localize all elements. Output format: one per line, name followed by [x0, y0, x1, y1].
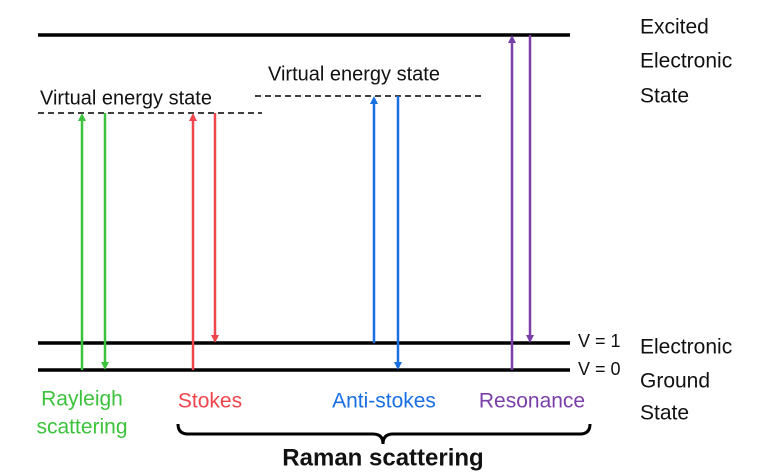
excited-label: Electronic	[640, 50, 732, 73]
process-label: Stokes	[178, 390, 242, 413]
level-label: V = 1	[578, 331, 621, 351]
bracket	[176, 423, 592, 445]
process-label: Anti-stokes	[332, 390, 436, 413]
process-label: Rayleigh	[41, 388, 123, 411]
level-label: V = 0	[578, 359, 621, 379]
ground-label: Electronic	[640, 336, 732, 359]
excited-label: Excited	[640, 16, 709, 39]
virtual-label: Virtual energy state	[268, 63, 440, 85]
process-label: Resonance	[479, 390, 585, 413]
virtual-label: Virtual energy state	[40, 87, 212, 109]
process-label: scattering	[36, 416, 127, 439]
bracket-label: Raman scattering	[282, 444, 483, 471]
transitions	[78, 35, 534, 370]
ground-label: Ground	[640, 370, 710, 393]
excited-label: State	[640, 85, 689, 108]
ground-label: State	[640, 402, 689, 425]
